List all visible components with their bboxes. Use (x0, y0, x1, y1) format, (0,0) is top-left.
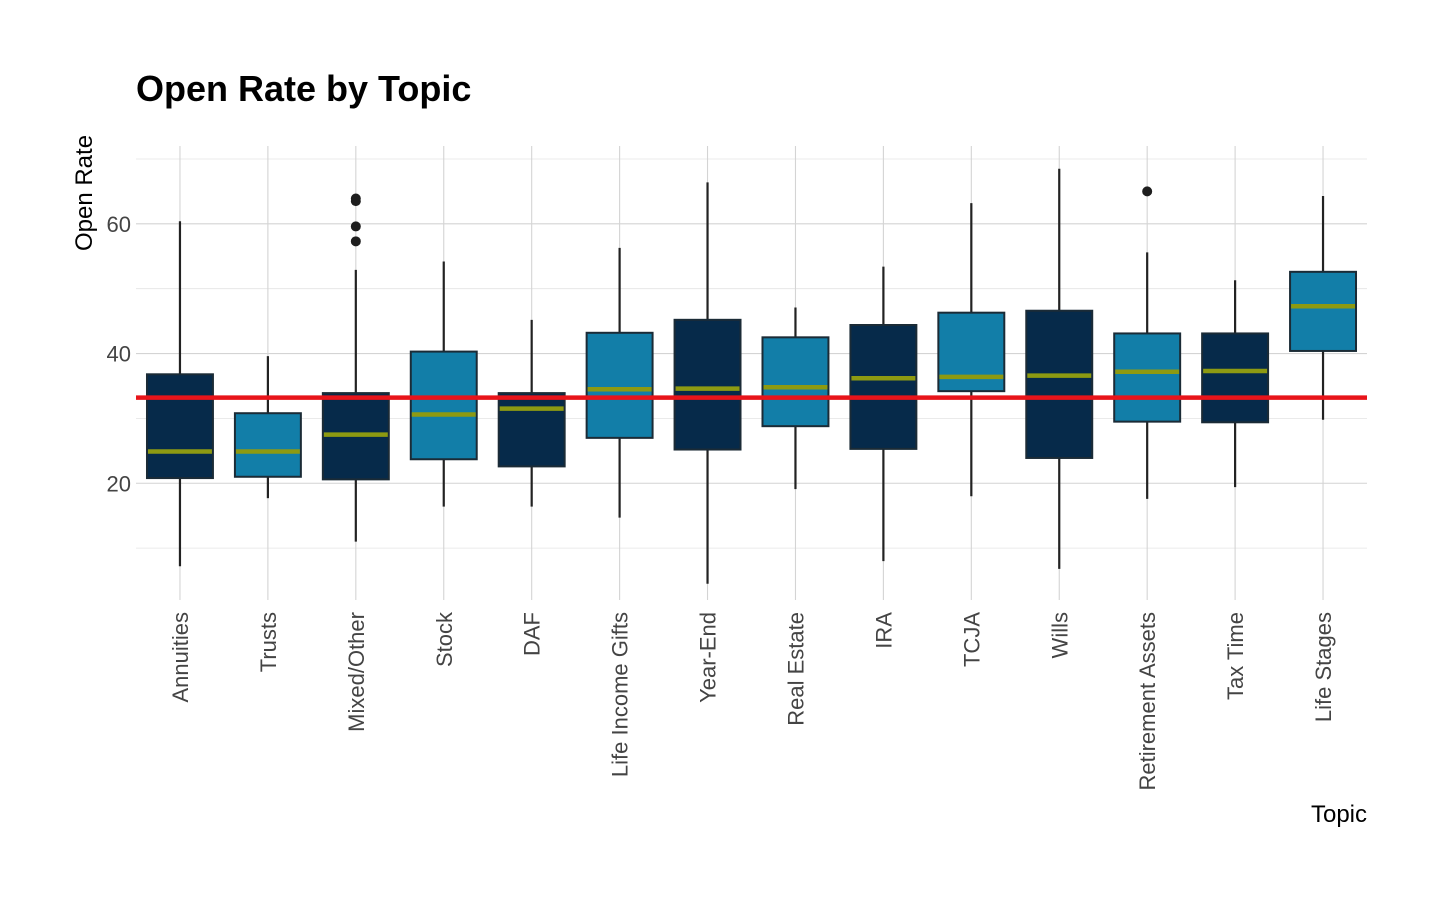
box-iqr (761, 336, 830, 428)
box-iqr (497, 392, 566, 468)
box-tax-time (1201, 280, 1270, 488)
box-iqr (849, 324, 918, 450)
box-mixed-other (321, 193, 390, 542)
y-tick-label: 40 (107, 342, 131, 367)
box-iqr (233, 412, 302, 478)
x-tick-label: Tax Time (1223, 612, 1248, 700)
box-iqr (937, 311, 1006, 393)
x-tick-label: Real Estate (783, 612, 808, 726)
box-trusts (233, 356, 302, 499)
outlier-point (350, 221, 361, 232)
y-axis-title: Open Rate (71, 135, 98, 251)
box-life-income-gifts (585, 247, 654, 518)
box-annuities (145, 221, 214, 567)
x-tick-label: Year-End (696, 612, 721, 703)
box-tcja (937, 203, 1006, 497)
box-ira (849, 266, 918, 562)
box-iqr (409, 350, 478, 461)
x-tick-label: Trusts (256, 612, 281, 672)
chart-title: Open Rate by Topic (136, 68, 471, 109)
x-tick-label: IRA (871, 612, 896, 649)
x-tick-label: TCJA (959, 612, 984, 667)
box-daf (497, 319, 566, 507)
box-stock (409, 261, 478, 507)
box-real-estate (761, 307, 830, 490)
box-life-stages (1289, 195, 1358, 420)
box-wills (1025, 168, 1094, 569)
x-tick-label: Stock (432, 611, 457, 667)
x-tick-label: Life Income Gifts (608, 612, 633, 777)
box-iqr (673, 318, 742, 451)
outlier-point (1142, 186, 1153, 197)
box-iqr (1113, 332, 1182, 423)
x-tick-label: Mixed/Other (344, 612, 369, 732)
x-tick-label: Annuities (168, 612, 193, 703)
x-axis-title: Topic (1311, 801, 1367, 828)
box-iqr (1289, 270, 1358, 352)
box-iqr (145, 373, 214, 480)
y-axis-ticks: 20 40 60 (107, 212, 131, 496)
box-series (145, 168, 1358, 584)
x-tick-label: Wills (1047, 612, 1072, 658)
grid-lines (136, 146, 1367, 600)
y-tick-label: 60 (107, 212, 131, 237)
x-tick-label: DAF (520, 612, 545, 656)
x-tick-label: Retirement Assets (1135, 612, 1160, 791)
x-axis-ticks: Annuities Trusts Mixed/Other Stock DAF Life I… (168, 611, 1336, 791)
y-tick-label: 20 (107, 471, 131, 496)
box-retirement-assets (1113, 186, 1182, 499)
outlier-point (350, 236, 361, 247)
x-tick-label: Life Stages (1311, 612, 1336, 722)
outlier-point (350, 193, 361, 204)
box-year-end (673, 182, 742, 584)
box-iqr (1025, 309, 1094, 459)
box-iqr (585, 331, 654, 439)
box-iqr (1201, 332, 1270, 424)
